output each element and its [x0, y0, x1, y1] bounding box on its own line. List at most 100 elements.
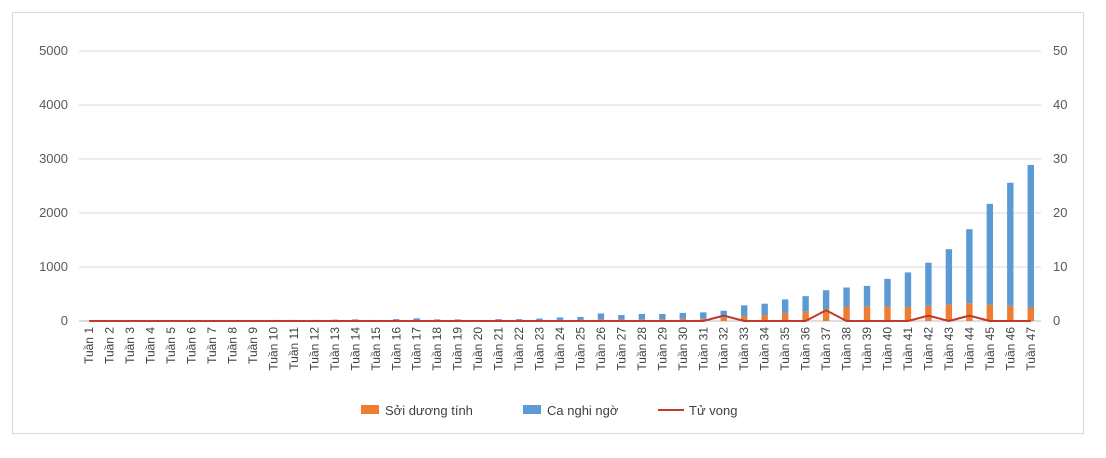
x-tick-label: Tuần 13 — [328, 327, 342, 371]
bar-ca-nghi-ngo — [781, 299, 789, 313]
x-tick-label: Tuần 20 — [471, 327, 485, 371]
x-tick-label: Tuần 8 — [226, 327, 240, 364]
x-tick-label: Tuần 25 — [573, 327, 587, 371]
bar-soi-duong-tinh — [863, 306, 871, 321]
bar-ca-nghi-ngo — [986, 203, 994, 305]
x-tick-label: Tuần 24 — [553, 327, 567, 371]
x-tick-label: Tuần 41 — [901, 327, 915, 371]
y-tick-label: 3000 — [39, 151, 68, 166]
x-tick-label: Tuần 28 — [635, 327, 649, 371]
x-tick-label: Tuần 36 — [799, 327, 813, 371]
bar-ca-nghi-ngo — [556, 317, 564, 320]
death-line — [89, 309, 1031, 322]
bar-ca-nghi-ngo — [761, 303, 768, 316]
bars — [86, 164, 1034, 321]
x-tick-label: Tuần 45 — [983, 327, 997, 371]
bar-ca-nghi-ngo — [659, 313, 666, 320]
x-tick-label: Tuần 6 — [185, 327, 199, 364]
x-tick-label: Tuần 14 — [348, 327, 362, 371]
bar-soi-duong-tinh — [741, 316, 748, 321]
bar-ca-nghi-ngo — [618, 315, 625, 320]
x-tick-label: Tuần 10 — [266, 327, 280, 371]
x-tick-label: Tuần 33 — [737, 327, 751, 371]
x-tick-label: Tuần 44 — [962, 327, 976, 371]
bar-ca-nghi-ngo — [1007, 182, 1014, 306]
y2-tick-label: 30 — [1053, 151, 1067, 166]
x-tick-label: Tuần 5 — [164, 327, 178, 364]
bar-ca-nghi-ngo — [925, 262, 932, 306]
bar-ca-nghi-ngo — [863, 285, 871, 307]
y-axis-left: 0 1000 2000 3000 4000 5000 — [39, 43, 68, 328]
x-tick-label: Tuần 2 — [103, 327, 117, 364]
bar-soi-duong-tinh — [1027, 307, 1034, 321]
x-tick-label: Tuần 47 — [1024, 327, 1038, 371]
legend: Sởi dương tính Ca nghi ngờ Tử vong — [361, 403, 737, 418]
x-tick-label: Tuần 22 — [512, 327, 526, 371]
x-tick-label: Tuần 30 — [676, 327, 690, 371]
bar-ca-nghi-ngo — [515, 319, 523, 321]
bar-ca-nghi-ngo — [495, 319, 502, 321]
bar-ca-nghi-ngo — [433, 319, 441, 321]
bar-ca-nghi-ngo — [393, 319, 400, 321]
bar-soi-duong-tinh — [904, 306, 912, 321]
bar-ca-nghi-ngo — [1027, 164, 1034, 308]
x-tick-label: Tuần 31 — [696, 327, 710, 371]
x-tick-label: Tuần 11 — [287, 327, 301, 370]
bar-soi-duong-tinh — [720, 317, 727, 321]
x-tick-label: Tuần 7 — [205, 327, 219, 364]
bar-ca-nghi-ngo — [945, 249, 953, 305]
x-tick-label: Tuần 46 — [1003, 327, 1017, 371]
x-tick-label: Tuần 15 — [369, 327, 383, 371]
bar-ca-nghi-ngo — [413, 318, 420, 321]
y-tick-label: 2000 — [39, 205, 68, 220]
bar-soi-duong-tinh — [679, 318, 687, 321]
x-tick-label: Tuần 18 — [430, 327, 444, 371]
legend-label: Tử vong — [689, 403, 737, 418]
bar-ca-nghi-ngo — [822, 290, 830, 310]
legend-label: Sởi dương tính — [385, 403, 473, 418]
x-tick-label: Tuần 26 — [594, 327, 608, 371]
x-axis-categories: Tuần 1 Tuần 2 Tuần 3 Tuần 4 Tuần 5 Tuần 6 Tuần… — [82, 327, 1038, 371]
bar-soi-duong-tinh — [802, 311, 809, 321]
y-axis-right: 0 10 20 30 40 50 — [1053, 43, 1067, 328]
x-tick-label: Tuần 37 — [819, 327, 833, 371]
y-tick-label: 5000 — [39, 43, 68, 58]
legend-swatch — [361, 405, 379, 414]
line-tu-vong — [89, 309, 1031, 322]
x-tick-label: Tuần 12 — [307, 327, 321, 371]
y2-tick-label: 10 — [1053, 259, 1067, 274]
bar-soi-duong-tinh — [925, 305, 932, 321]
x-tick-label: Tuần 39 — [860, 327, 874, 371]
bar-soi-duong-tinh — [945, 304, 953, 321]
x-tick-label: Tuần 1 — [82, 327, 96, 364]
x-tick-label: Tuần 35 — [778, 327, 792, 371]
bar-soi-duong-tinh — [986, 304, 994, 321]
bar-soi-duong-tinh — [781, 312, 789, 321]
bar-ca-nghi-ngo — [700, 312, 707, 319]
x-tick-label: Tuần 19 — [451, 327, 465, 371]
bar-ca-nghi-ngo — [597, 313, 605, 320]
y-tick-label: 0 — [61, 313, 68, 328]
x-tick-label: Tuần 43 — [942, 327, 956, 371]
bar-ca-nghi-ngo — [904, 272, 912, 307]
bar-soi-duong-tinh — [843, 306, 850, 321]
x-tick-label: Tuần 16 — [389, 327, 403, 371]
bar-soi-duong-tinh — [884, 306, 891, 321]
x-tick-label: Tuần 17 — [410, 327, 424, 371]
x-tick-label: Tuần 21 — [492, 327, 506, 371]
bar-ca-nghi-ngo — [802, 296, 809, 312]
bar-ca-nghi-ngo — [741, 305, 748, 317]
x-tick-label: Tuần 40 — [880, 327, 894, 371]
bar-ca-nghi-ngo — [884, 278, 891, 307]
x-tick-label: Tuần 27 — [614, 327, 628, 371]
bar-ca-nghi-ngo — [966, 229, 973, 304]
chart-svg: 0 1000 2000 3000 4000 5000 0 10 20 30 40 50 Tuần 1… — [39, 43, 1067, 418]
bar-ca-nghi-ngo — [454, 319, 461, 321]
y-tick-label: 4000 — [39, 97, 68, 112]
bar-soi-duong-tinh — [700, 318, 707, 321]
x-tick-label: Tuần 34 — [758, 327, 772, 371]
x-tick-label: Tuần 3 — [123, 327, 137, 364]
bar-ca-nghi-ngo — [679, 312, 687, 319]
legend-label: Ca nghi ngờ — [547, 403, 619, 418]
x-tick-label: Tuần 4 — [144, 327, 158, 364]
